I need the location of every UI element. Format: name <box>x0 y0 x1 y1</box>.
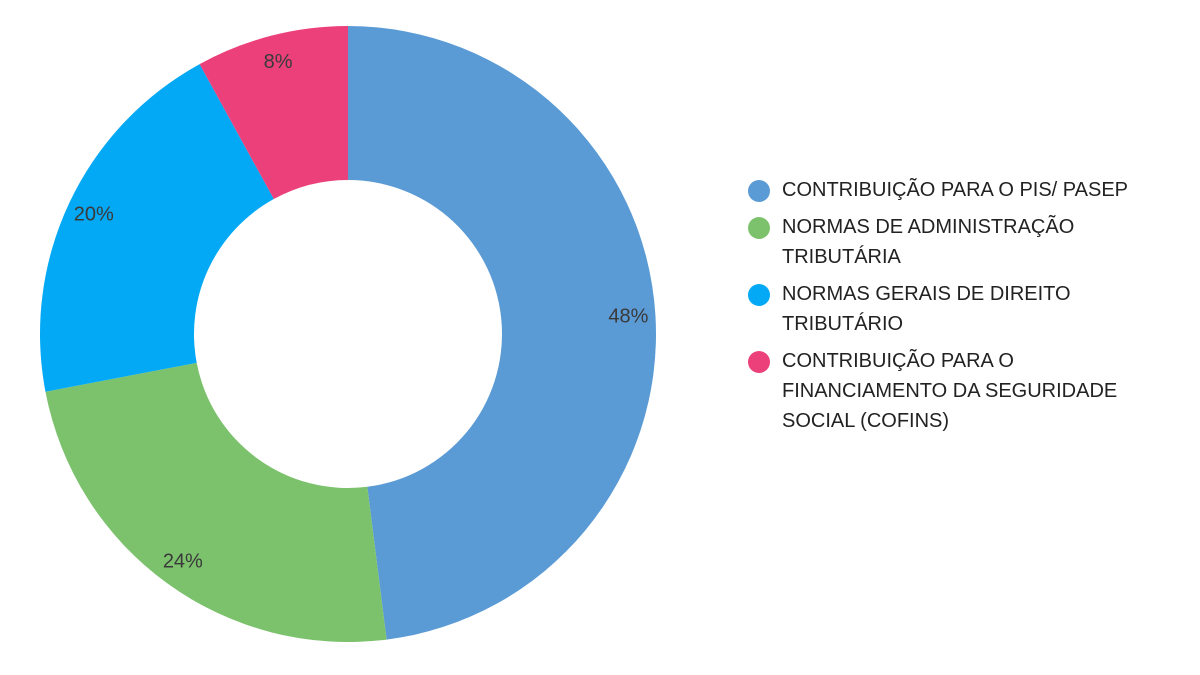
legend-label: NORMAS GERAIS DE DIREITO TRIBUTÁRIO <box>782 283 1071 335</box>
legend-item[interactable]: CONTRIBUIÇÃO PARA O PIS/ PASEP <box>748 178 1168 205</box>
slice-value-label: 48% <box>608 305 648 327</box>
legend-label: CONTRIBUIÇÃO PARA O PIS/ PASEP <box>782 179 1129 201</box>
legend-swatch <box>748 284 770 306</box>
slice-layer <box>39 25 657 643</box>
donut-slice[interactable] <box>45 362 387 643</box>
slice-value-label: 24% <box>163 550 203 572</box>
legend-swatch <box>748 351 770 373</box>
legend-item[interactable]: NORMAS GERAIS DE DIREITO TRIBUTÁRIO <box>748 282 1168 339</box>
donut-slice[interactable] <box>199 25 348 200</box>
legend-swatch <box>748 180 770 202</box>
donut-slice[interactable] <box>348 26 657 640</box>
legend-item[interactable]: CONTRIBUIÇÃO PARA O FINANCIAMENTO DA SEG… <box>748 349 1168 436</box>
legend-swatch <box>748 217 770 239</box>
legend-label: CONTRIBUIÇÃO PARA O FINANCIAMENTO DA SEG… <box>782 350 1118 432</box>
legend-label: NORMAS DE ADMINISTRAÇÃO TRIBUTÁRIA <box>782 216 1075 268</box>
value-label-layer: 48% 24% 20% 8% <box>74 51 649 573</box>
donut-plot: 48% 24% 20% 8% <box>39 25 657 643</box>
slice-value-label: 8% <box>264 51 293 73</box>
chart-legend: CONTRIBUIÇÃO PARA O PIS/ PASEP NORMAS DE… <box>748 178 1168 446</box>
donut-slice[interactable] <box>39 64 274 392</box>
legend-item[interactable]: NORMAS DE ADMINISTRAÇÃO TRIBUTÁRIA <box>748 215 1168 272</box>
slice-value-label: 20% <box>74 203 114 225</box>
